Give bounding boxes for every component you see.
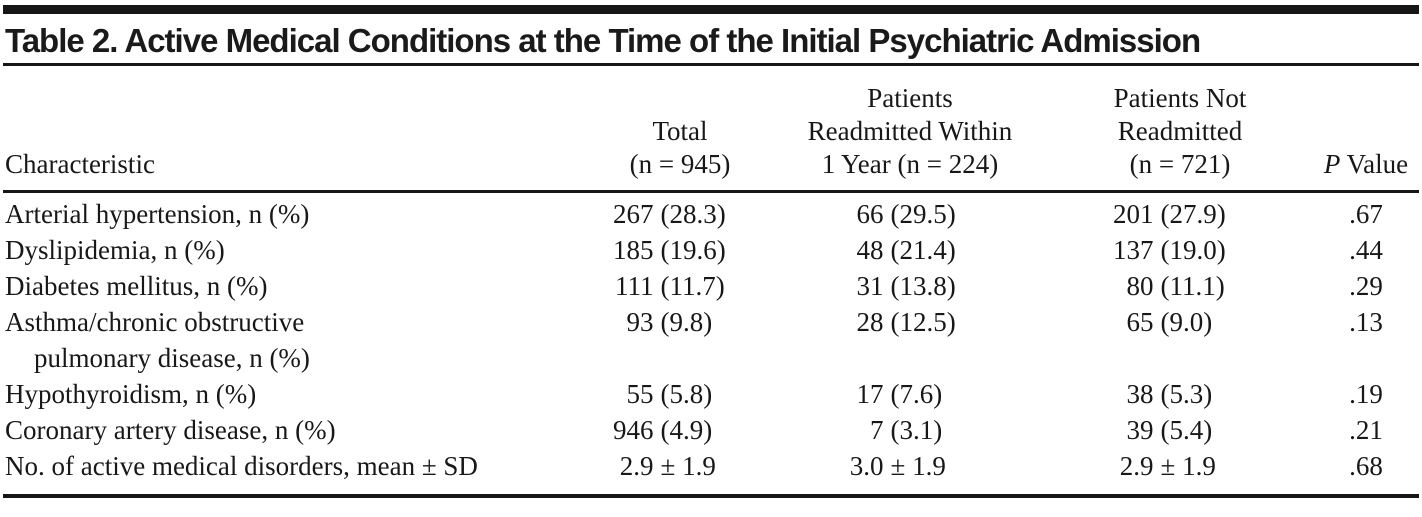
- bottom-rule: [3, 494, 1419, 498]
- cell-p-value: .68: [1349, 451, 1383, 481]
- column-header-p-value: P Value: [1323, 149, 1409, 179]
- cell-characteristic: Hypothyroidism, n (%): [5, 379, 257, 409]
- cell-p-value: .44: [1349, 235, 1383, 265]
- table-row: No. of active medical disorders, mean ± …: [0, 448, 1422, 484]
- cell-total: 111 (11.7): [615, 271, 725, 301]
- cell-readmitted: 48 (21.4): [856, 235, 956, 265]
- cell-readmitted: 7 (3.1): [870, 415, 943, 445]
- cell-not-readmitted: 137 (19.0): [1113, 235, 1226, 265]
- cell-p-value: .13: [1349, 307, 1383, 337]
- top-rule: [3, 5, 1419, 14]
- cell-p-value: .67: [1349, 199, 1383, 229]
- cell-p-value: .19: [1349, 379, 1383, 409]
- table-title: Table 2. Active Medical Conditions at th…: [5, 22, 1201, 59]
- table-row: Coronary artery disease, n (%) 946 (4.9) 7(…: [0, 412, 1422, 448]
- cell-not-readmitted: 65 (9.0): [1126, 307, 1213, 337]
- column-header-total: Total (n = 945): [629, 116, 731, 179]
- cell-characteristic: No. of active medical disorders, mean ± …: [5, 451, 478, 481]
- cell-total: 185 (19.6): [613, 235, 726, 265]
- cell-not-readmitted: 201 (27.9): [1113, 199, 1226, 229]
- cell-total: 2.9 ± 1.9: [619, 451, 716, 481]
- cell-characteristic: Arterial hypertension, n (%): [5, 199, 310, 229]
- cell-not-readmitted: 80 (11.1): [1126, 271, 1225, 301]
- table-row: Hypothyroidism, n (%) 55 (5.8) 17 (7.6) 38 (5.…: [0, 376, 1422, 412]
- header-rule: [3, 190, 1419, 193]
- title-rule: [3, 63, 1419, 66]
- cell-p-value: .29: [1349, 271, 1383, 301]
- table-row: Asthma/chronic obstructive pulmonary dise…: [0, 304, 1422, 376]
- cell-not-readmitted: 2.9 ± 1.9: [1119, 451, 1216, 481]
- table-row: Diabetes mellitus, n (%) 111 (11.7) 31 (13.8…: [0, 268, 1422, 304]
- cell-readmitted: 17 (7.6): [856, 379, 943, 409]
- cell-total: 93 (9.8): [626, 307, 713, 337]
- column-header-characteristic: Characteristic: [5, 149, 155, 179]
- cell-not-readmitted: 39 (5.4): [1126, 415, 1213, 445]
- cell-readmitted: 3.0 ± 1.9: [849, 451, 946, 481]
- column-header-readmitted: Patients Readmitted Within 1 Year (n = 2…: [807, 83, 1013, 179]
- cell-characteristic: Diabetes mellitus, n (%): [5, 271, 268, 301]
- column-header-not-readmitted: Patients Not Readmitted (n = 721): [1113, 83, 1247, 179]
- cell-not-readmitted: 38 (5.3): [1126, 379, 1213, 409]
- table-body: Arterial hypertension, n (%) 267 (28.3) 66(…: [0, 193, 1422, 494]
- cell-total: 946 (4.9): [613, 415, 713, 445]
- cell-p-value: .21: [1349, 415, 1383, 445]
- cell-readmitted: 31 (13.8): [856, 271, 956, 301]
- cell-readmitted: 28 (12.5): [856, 307, 956, 337]
- table-header: Characteristic Total (n = 945) Patients …: [0, 66, 1422, 190]
- cell-total: 55 (5.8): [626, 379, 713, 409]
- table-row: Arterial hypertension, n (%) 267 (28.3) 66(…: [0, 196, 1422, 232]
- cell-characteristic: Dyslipidemia, n (%): [5, 235, 225, 265]
- cell-characteristic: Asthma/chronic obstructive pulmonary dise…: [5, 307, 310, 373]
- cell-readmitted: 66 (29.5): [856, 199, 956, 229]
- cell-total: 267 (28.3): [613, 199, 726, 229]
- cell-characteristic: Coronary artery disease, n (%): [5, 415, 336, 445]
- table-row: Dyslipidemia, n (%) 185 (19.6) 48 (21.4) 137(…: [0, 232, 1422, 268]
